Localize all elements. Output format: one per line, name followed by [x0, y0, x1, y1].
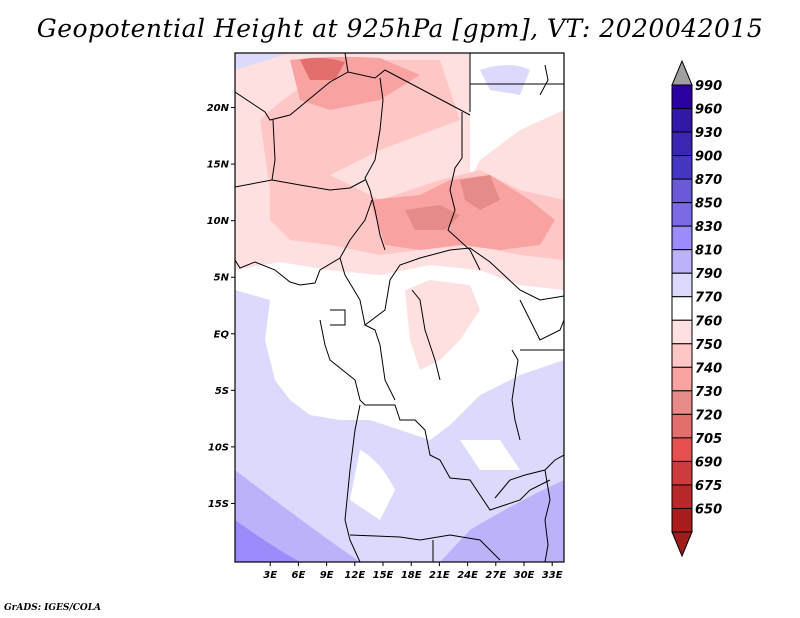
border-niger-nigeria: [271, 179, 366, 191]
coast-angola: [344, 404, 361, 562]
colorbar-label: 770: [695, 291, 722, 306]
lat-tick-label: EQ: [214, 329, 230, 340]
colorbar-swatch: [671, 272, 693, 298]
rift-lakes: [511, 349, 521, 441]
colorbar-bottom-arrow: [671, 531, 693, 558]
lat-tick-label: 10N: [207, 216, 230, 227]
colorbar-label: 740: [695, 361, 722, 376]
colorbar-swatch: [671, 366, 693, 392]
lat-tick-label: 15N: [207, 160, 230, 171]
field-750-congo: [405, 280, 480, 370]
border-congo-drc: [364, 324, 396, 401]
colorbar-swatch: [671, 437, 693, 462]
colorbar-top-arrow: [671, 59, 693, 86]
border-zambia: [494, 454, 564, 499]
colorbar-label: 830: [695, 220, 722, 235]
lon-tick-label: 33E: [542, 570, 563, 581]
lon-tick-label: 12E: [344, 570, 365, 581]
colorbar-swatch: [671, 296, 693, 321]
field-720-north: [300, 57, 345, 80]
field-730-sahel: [370, 175, 555, 250]
lon-tick-label: 24E: [457, 570, 478, 581]
colorbar-swatch: [671, 390, 693, 415]
lon-tick-label: 27E: [485, 570, 506, 581]
colorbar-swatch: [671, 202, 693, 227]
border-chad-sudan: [447, 112, 481, 271]
colorbar: 990 960 930 900 870 850 830 810 790 770 760 750 740 7…: [671, 59, 722, 558]
colorbar-label: 750: [695, 338, 722, 353]
colorbar-swatch: [671, 460, 693, 486]
colorbar-label: 930: [695, 126, 722, 141]
colorbar-swatch: [671, 108, 693, 133]
lon-tick-label: 30E: [514, 570, 535, 581]
map-title: Geopotential Height at 925hPa [gpm], VT:…: [36, 14, 764, 43]
coast-sinai: [539, 64, 549, 96]
colorbar-label: 730: [695, 385, 722, 400]
map-frame: [234, 52, 565, 563]
field-770-egypt: [480, 65, 530, 95]
border-drc-inner: [411, 289, 441, 381]
grads-credit: GrADS: IGES/COLA: [4, 603, 102, 613]
colorbar-swatch: [671, 319, 693, 345]
lon-tick-label: 15E: [373, 570, 394, 581]
colorbar-swatch: [671, 249, 693, 274]
field-760-zambia: [460, 440, 520, 470]
field-760-angola: [350, 450, 395, 520]
colorbar-label: 900: [695, 150, 722, 165]
border-algeria-south: [235, 69, 471, 121]
colorbar-swatch: [671, 178, 693, 204]
colorbar-swatch: [671, 507, 693, 533]
colorbar-swatch: [671, 413, 693, 439]
border-uganda: [519, 299, 564, 341]
colorbar-swatch: [671, 484, 693, 509]
field-720-sudan: [460, 175, 500, 210]
colorbar-label: 720: [695, 408, 722, 423]
colorbar-swatch: [671, 343, 693, 368]
borders: [235, 53, 564, 562]
border-mali-mauritania: [235, 119, 276, 188]
border-namibia: [349, 534, 501, 561]
field-760: [235, 262, 564, 440]
lon-tick-label: 18E: [401, 570, 422, 581]
lon-tick-label: 21E: [429, 570, 450, 581]
border-algeria-libya: [344, 53, 349, 73]
border-niger-chad: [364, 77, 386, 251]
colorbar-label: 960: [695, 103, 722, 118]
colorbar-label: 690: [695, 455, 722, 470]
colorbar-swatch: [671, 131, 693, 157]
colorbar-label: 650: [695, 502, 722, 517]
colorbar-label: 675: [695, 479, 722, 494]
border-malawi-moz: [544, 469, 551, 562]
lat-tick-label: 15S: [208, 499, 229, 510]
border-eq-guinea: [330, 309, 346, 326]
colorbar-swatch: [671, 225, 693, 251]
lat-tick-label: 5N: [214, 273, 230, 284]
lon-tick-label: 6E: [292, 570, 306, 581]
latitude-axis: 20N 15N 10N 5N EQ 5S 10S 15S: [207, 103, 235, 510]
field-810: [235, 470, 360, 562]
colorbar-swatch: [671, 84, 693, 110]
field-720-sahel: [405, 205, 460, 230]
height-field: [235, 53, 564, 562]
field-830: [235, 520, 300, 562]
colorbar-label: 850: [695, 197, 722, 212]
lat-tick-label: 20N: [207, 103, 230, 114]
lon-tick-label: 9E: [320, 570, 334, 581]
colorbar-label: 810: [695, 244, 722, 259]
coast-gulf-guinea: [235, 199, 373, 286]
colorbar-label: 760: [695, 314, 722, 329]
lat-tick-label: 5S: [215, 386, 229, 397]
colorbar-label: 870: [695, 173, 722, 188]
colorbar-swatch: [671, 155, 693, 180]
colorbar-label: 705: [695, 432, 722, 447]
border-car: [339, 247, 564, 326]
lat-tick-label: 10S: [208, 442, 229, 453]
colorbar-label: 990: [695, 79, 722, 94]
lon-tick-label: 3E: [263, 570, 277, 581]
colorbar-label: 790: [695, 267, 722, 282]
longitude-axis: 3E 6E 9E 12E 15E 18E 21E 24E 27E 30E 33E: [263, 562, 563, 581]
field-810-se: [440, 480, 564, 562]
border-angola-drc: [319, 319, 551, 511]
